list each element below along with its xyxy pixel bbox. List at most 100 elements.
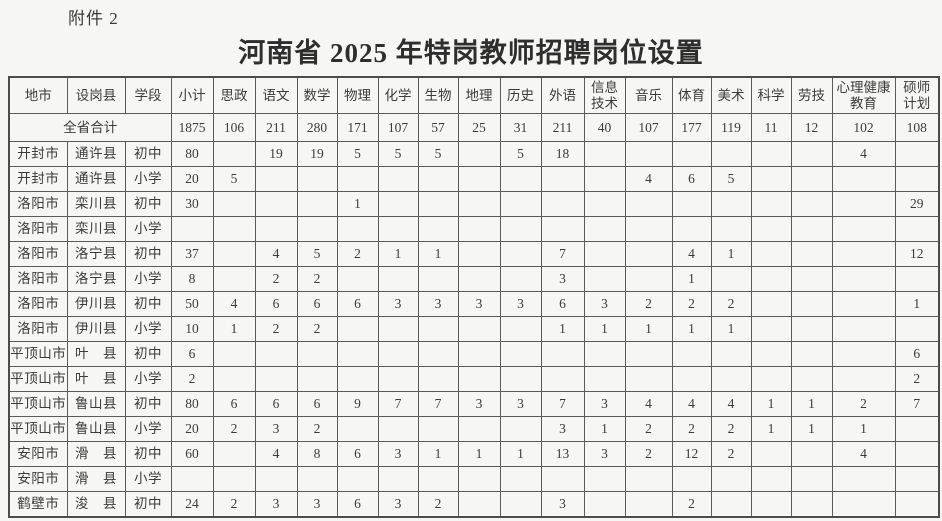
value-cell <box>671 466 712 492</box>
value-cell <box>212 366 256 392</box>
value-cell: 1 <box>417 441 459 467</box>
value-cell: 6 <box>254 391 298 417</box>
stage-cell: 初中 <box>124 291 172 317</box>
value-cell <box>336 166 379 192</box>
value-cell <box>750 241 792 267</box>
value-cell: 4 <box>671 241 712 267</box>
county-cell: 栾川县 <box>66 191 126 217</box>
column-header: 音乐 <box>624 76 673 114</box>
value-cell <box>624 241 673 267</box>
value-cell <box>540 191 585 217</box>
value-cell: 3 <box>377 291 419 317</box>
value-cell: 2 <box>336 241 379 267</box>
value-cell: 4 <box>212 291 256 317</box>
value-cell: 19 <box>296 141 338 167</box>
value-cell <box>499 166 542 192</box>
value-cell <box>671 216 712 242</box>
column-header: 化学 <box>377 76 419 114</box>
value-cell <box>499 191 542 217</box>
value-cell: 9 <box>336 391 379 417</box>
value-cell <box>831 491 896 518</box>
value-cell: 5 <box>377 141 419 167</box>
value-cell: 10 <box>170 316 214 342</box>
value-cell: 3 <box>377 491 419 518</box>
value-cell <box>457 416 501 442</box>
value-cell <box>790 341 833 367</box>
value-cell <box>750 166 792 192</box>
value-cell <box>583 166 626 192</box>
stage-cell: 小学 <box>124 216 172 242</box>
total-cell: 119 <box>710 113 752 142</box>
value-cell <box>417 216 459 242</box>
value-cell <box>790 491 833 518</box>
total-cell: 1875 <box>170 113 214 142</box>
value-cell: 60 <box>170 441 214 467</box>
value-cell <box>790 241 833 267</box>
value-cell: 6 <box>540 291 585 317</box>
value-cell: 1 <box>499 441 542 467</box>
value-cell: 12 <box>671 441 712 467</box>
value-cell: 1 <box>212 316 256 342</box>
value-cell: 3 <box>296 491 338 518</box>
value-cell: 6 <box>212 391 256 417</box>
value-cell: 13 <box>540 441 585 467</box>
value-cell <box>750 466 792 492</box>
value-cell <box>212 241 256 267</box>
value-cell <box>624 491 673 518</box>
table-row: 平顶山市叶 县小学 2 2 <box>8 366 940 392</box>
table-row: 平顶山市 鲁山县 初中 80 6 6 6 9 7 7 3 3 7 3 4 4 4 1 1 2 7 <box>8 391 940 417</box>
value-cell: 6 <box>671 166 712 192</box>
column-header: 数学 <box>296 76 338 114</box>
value-cell: 3 <box>417 291 459 317</box>
value-cell <box>831 266 896 292</box>
value-cell <box>540 466 585 492</box>
value-cell <box>583 341 626 367</box>
county-cell: 通许县 <box>66 166 126 192</box>
value-cell: 2 <box>212 491 256 518</box>
page-title: 河南省 2025 年特岗教师招聘岗位设置 <box>238 38 704 68</box>
value-cell <box>499 491 542 518</box>
value-cell <box>417 366 459 392</box>
value-cell <box>499 216 542 242</box>
value-cell: 2 <box>894 366 940 392</box>
value-cell: 8 <box>170 266 214 292</box>
value-cell: 3 <box>540 266 585 292</box>
value-cell: 20 <box>170 416 214 442</box>
value-cell <box>894 266 940 292</box>
value-cell <box>254 466 298 492</box>
value-cell <box>831 466 896 492</box>
value-cell: 6 <box>336 491 379 518</box>
value-cell: 3 <box>583 291 626 317</box>
value-cell: 6 <box>336 441 379 467</box>
value-cell <box>894 441 940 467</box>
value-cell: 4 <box>831 141 896 167</box>
city-cell: 平顶山市 <box>8 416 68 442</box>
value-cell: 6 <box>894 341 940 367</box>
value-cell <box>831 166 896 192</box>
value-cell: 3 <box>583 391 626 417</box>
stage-cell: 小学 <box>124 266 172 292</box>
value-cell <box>790 466 833 492</box>
table-row: 洛阳市 伊川县 初中 50 4 6 6 6 3 3 3 3 6 3 2 2 2 1 <box>8 291 940 317</box>
value-cell <box>254 216 298 242</box>
city-cell: 鹤壁市 <box>8 491 68 518</box>
value-cell <box>499 416 542 442</box>
value-cell <box>377 266 419 292</box>
value-cell <box>457 216 501 242</box>
city-cell: 洛阳市 <box>8 266 68 292</box>
value-cell: 7 <box>894 391 940 417</box>
county-cell: 叶 县 <box>66 366 126 392</box>
value-cell <box>296 341 338 367</box>
value-cell <box>212 466 256 492</box>
value-cell <box>710 141 752 167</box>
value-cell <box>417 316 459 342</box>
value-cell <box>254 366 298 392</box>
value-cell <box>457 316 501 342</box>
value-cell: 6 <box>296 391 338 417</box>
value-cell <box>831 191 896 217</box>
value-cell <box>831 216 896 242</box>
stage-cell: 初中 <box>124 191 172 217</box>
value-cell <box>750 366 792 392</box>
city-cell: 洛阳市 <box>8 316 68 342</box>
value-cell <box>212 441 256 467</box>
